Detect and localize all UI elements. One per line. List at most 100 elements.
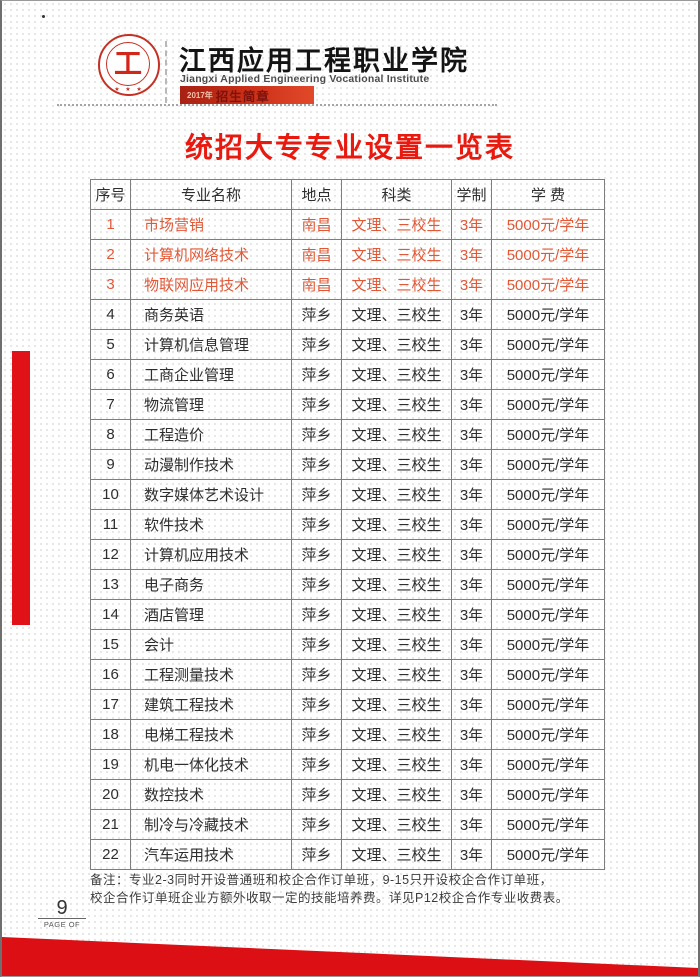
school-name-en: Jiangxi Applied Engineering Vocational I… <box>180 73 430 85</box>
cell-duration: 3年 <box>451 479 492 510</box>
cell-major: 计算机信息管理 <box>130 329 292 360</box>
cell-category: 文理、三校生 <box>341 659 452 690</box>
table-row: 14 酒店管理 萍乡 文理、三校生 3年 5000元/学年 <box>90 599 605 630</box>
cell-major: 工程造价 <box>130 419 292 450</box>
footnote-line-2: 校企合作订单班企业方额外收取一定的技能培养费。详见P12校企合作专业收费表。 <box>90 890 569 905</box>
cell-major: 电子商务 <box>130 569 292 600</box>
table-row: 2 计算机网络技术 南昌 文理、三校生 3年 5000元/学年 <box>90 239 605 270</box>
cell-duration: 3年 <box>451 839 492 870</box>
column-header: 科类 <box>341 179 452 210</box>
table-row: 17 建筑工程技术 萍乡 文理、三校生 3年 5000元/学年 <box>90 689 605 720</box>
cell-duration: 3年 <box>451 359 492 390</box>
page-number-label: PAGE OF <box>43 920 81 929</box>
cell-category: 文理、三校生 <box>341 389 452 420</box>
cell-category: 文理、三校生 <box>341 269 452 300</box>
banner-title: 招生简章 <box>215 89 270 104</box>
major-list-table: 序号 专业名称 地点 科类 学制学 费 1 市场营销 南昌 文理、三校生 3年 5000… <box>90 179 605 870</box>
header-divider <box>165 41 167 103</box>
cell-location: 萍乡 <box>291 299 342 330</box>
cell-index: 1 <box>90 209 131 240</box>
cell-duration: 3年 <box>451 449 492 480</box>
cell-category: 文理、三校生 <box>341 749 452 780</box>
cell-tuition: 5000元/学年 <box>491 329 605 360</box>
cell-tuition: 5000元/学年 <box>491 689 605 720</box>
cell-tuition: 5000元/学年 <box>491 569 605 600</box>
cell-tuition: 5000元/学年 <box>491 809 605 840</box>
school-logo: 工 ★ ★ ★ <box>98 34 160 96</box>
cell-major: 数控技术 <box>130 779 292 810</box>
cell-location: 萍乡 <box>291 419 342 450</box>
cell-duration: 3年 <box>451 809 492 840</box>
cell-category: 文理、三校生 <box>341 599 452 630</box>
cell-location: 萍乡 <box>291 689 342 720</box>
table-row: 13 电子商务 萍乡 文理、三校生 3年 5000元/学年 <box>90 569 605 600</box>
cell-duration: 3年 <box>451 599 492 630</box>
cell-duration: 3年 <box>451 719 492 750</box>
cell-category: 文理、三校生 <box>341 299 452 330</box>
cell-category: 文理、三校生 <box>341 779 452 810</box>
cell-duration: 3年 <box>451 629 492 660</box>
table-footnote: 备注：专业2-3同时开设普通班和校企合作订单班，9-15只开设校企合作订单班， … <box>90 872 610 908</box>
table-row: 16 工程测量技术 萍乡 文理、三校生 3年 5000元/学年 <box>90 659 605 690</box>
cell-index: 7 <box>90 389 131 420</box>
cell-category: 文理、三校生 <box>341 569 452 600</box>
cell-category: 文理、三校生 <box>341 239 452 270</box>
table-row: 18 电梯工程技术 萍乡 文理、三校生 3年 5000元/学年 <box>90 719 605 750</box>
cell-location: 萍乡 <box>291 479 342 510</box>
cell-index: 2 <box>90 239 131 270</box>
cell-location: 萍乡 <box>291 539 342 570</box>
cell-category: 文理、三校生 <box>341 359 452 390</box>
cell-location: 萍乡 <box>291 329 342 360</box>
cell-location: 南昌 <box>291 209 342 240</box>
table-row: 7 物流管理 萍乡 文理、三校生 3年 5000元/学年 <box>90 389 605 420</box>
bottom-red-wedge <box>2 937 698 976</box>
table-row: 21 制冷与冷藏技术 萍乡 文理、三校生 3年 5000元/学年 <box>90 809 605 840</box>
cell-location: 萍乡 <box>291 719 342 750</box>
cell-index: 4 <box>90 299 131 330</box>
cell-major: 计算机应用技术 <box>130 539 292 570</box>
cell-major: 建筑工程技术 <box>130 689 292 720</box>
cell-major: 汽车运用技术 <box>130 839 292 870</box>
cell-location: 萍乡 <box>291 389 342 420</box>
cell-major: 工程测量技术 <box>130 659 292 690</box>
cell-major: 数字媒体艺术设计 <box>130 479 292 510</box>
cell-index: 12 <box>90 539 131 570</box>
table-row: 22 汽车运用技术 萍乡 文理、三校生 3年 5000元/学年 <box>90 839 605 870</box>
cell-duration: 3年 <box>451 239 492 270</box>
table-header-row: 序号 专业名称 地点 科类 学制学 费 <box>90 179 605 210</box>
cell-tuition: 5000元/学年 <box>491 479 605 510</box>
cell-duration: 3年 <box>451 509 492 540</box>
cell-location: 萍乡 <box>291 599 342 630</box>
table-row: 11 软件技术 萍乡 文理、三校生 3年 5000元/学年 <box>90 509 605 540</box>
table-row: 10 数字媒体艺术设计 萍乡 文理、三校生 3年 5000元/学年 <box>90 479 605 510</box>
cell-major: 计算机网络技术 <box>130 239 292 270</box>
footnote-line-1: 备注：专业2-3同时开设普通班和校企合作订单班，9-15只开设校企合作订单班， <box>90 873 553 887</box>
cell-tuition: 5000元/学年 <box>491 449 605 480</box>
cell-tuition: 5000元/学年 <box>491 359 605 390</box>
table-row: 15 会计 萍乡 文理、三校生 3年 5000元/学年 <box>90 629 605 660</box>
cell-location: 萍乡 <box>291 839 342 870</box>
cell-index: 16 <box>90 659 131 690</box>
table-row: 1 市场营销 南昌 文理、三校生 3年 5000元/学年 <box>90 209 605 240</box>
cell-index: 8 <box>90 419 131 450</box>
cell-major: 物联网应用技术 <box>130 269 292 300</box>
cell-duration: 3年 <box>451 569 492 600</box>
cell-major: 动漫制作技术 <box>130 449 292 480</box>
cell-major: 酒店管理 <box>130 599 292 630</box>
page-number-rule <box>38 918 86 919</box>
cell-tuition: 5000元/学年 <box>491 629 605 660</box>
cell-category: 文理、三校生 <box>341 689 452 720</box>
cell-tuition: 5000元/学年 <box>491 239 605 270</box>
cell-duration: 3年 <box>451 419 492 450</box>
cell-tuition: 5000元/学年 <box>491 419 605 450</box>
cell-duration: 3年 <box>451 299 492 330</box>
cell-category: 文理、三校生 <box>341 539 452 570</box>
cell-category: 文理、三校生 <box>341 449 452 480</box>
cell-location: 萍乡 <box>291 749 342 780</box>
cell-category: 文理、三校生 <box>341 809 452 840</box>
cell-index: 17 <box>90 689 131 720</box>
cell-category: 文理、三校生 <box>341 509 452 540</box>
cell-index: 14 <box>90 599 131 630</box>
cell-tuition: 5000元/学年 <box>491 719 605 750</box>
